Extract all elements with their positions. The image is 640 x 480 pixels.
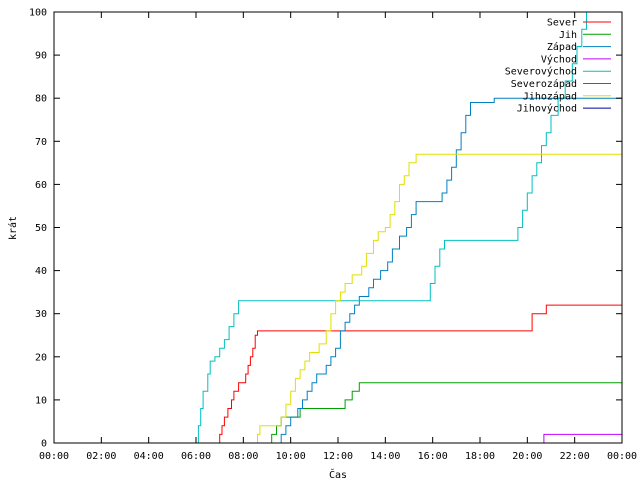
x-tick-label: 06:00 <box>181 451 211 462</box>
series-line-6 <box>54 153 622 443</box>
x-tick-label: 14:00 <box>370 451 400 462</box>
y-tick-label: 30 <box>35 309 47 320</box>
x-tick-label: 08:00 <box>228 451 258 462</box>
x-tick-label: 18:00 <box>465 451 495 462</box>
legend-label-6: Jihozápad <box>523 90 577 102</box>
axes: 0 10 20 30 40 50 60 70 80 90 100 00:00 02:00 04:00 06:… <box>29 8 637 463</box>
y-tick-label: 70 <box>35 137 47 148</box>
legend-label-3: Východ <box>541 53 577 65</box>
x-tick-label: 00:00 <box>607 451 637 462</box>
series-lines <box>54 12 622 443</box>
x-tick-label: 04:00 <box>134 451 164 462</box>
plot-area <box>54 12 622 443</box>
x-tick-label: 00:00 <box>39 451 69 462</box>
legend-label-5: Severozápad <box>511 78 577 90</box>
y-axis-label: krát <box>7 216 19 240</box>
y-tick-label: 0 <box>41 439 47 450</box>
legend-label-4: Severovýchod <box>505 66 577 78</box>
legend-label-0: Sever <box>547 18 577 29</box>
x-tick-label: 20:00 <box>512 451 542 462</box>
series-line-4 <box>54 12 587 443</box>
series-line-2 <box>54 97 622 443</box>
x-tick-label: 02:00 <box>86 451 116 462</box>
x-tick-label: 10:00 <box>276 451 306 462</box>
x-tick-label: 22:00 <box>560 451 590 462</box>
y-tick-label: 80 <box>35 94 47 105</box>
y-tick-label: 20 <box>35 352 47 363</box>
series-line-1 <box>54 382 622 443</box>
y-tick-label: 60 <box>35 180 47 191</box>
legend-label-7: Jihovýchod <box>517 103 577 115</box>
y-tick-label: 40 <box>35 266 47 277</box>
y-tick-label: 100 <box>29 8 47 19</box>
y-tick-label: 90 <box>35 51 47 62</box>
y-tick-label: 10 <box>35 395 47 406</box>
y-tick-label: 50 <box>35 223 47 234</box>
series-line-0 <box>54 304 622 443</box>
legend: SeverJihZápadVýchodSeverovýchodSeverozáp… <box>505 18 611 115</box>
series-line-3 <box>54 433 622 443</box>
legend-label-2: Západ <box>547 41 577 53</box>
x-tick-label: 16:00 <box>418 451 448 462</box>
x-axis-label: Čas <box>329 468 347 480</box>
legend-label-1: Jih <box>559 30 577 41</box>
x-tick-label: 12:00 <box>323 451 353 462</box>
